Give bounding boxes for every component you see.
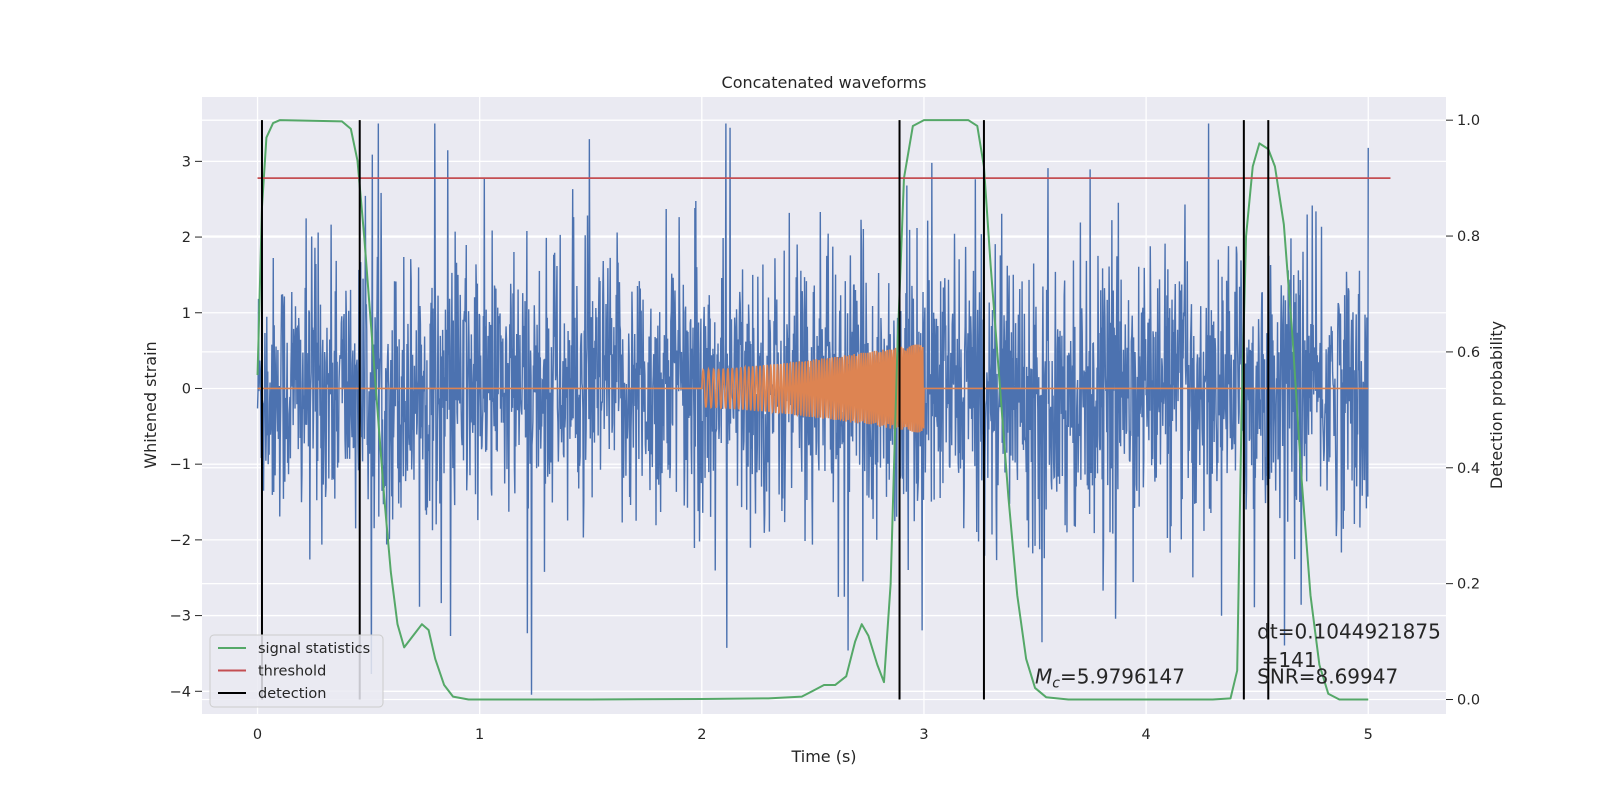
y-tick-label: 0 — [182, 381, 191, 397]
y2-axis-label: Detection probability — [1487, 321, 1506, 489]
data-layer — [256, 119, 1391, 701]
y2-tick-label: 0.4 — [1457, 461, 1480, 477]
axes: 0 1 2 3 4 5 −4 −3 −2 −1 0 1 2 3 0.0 0.2 0.4 0.6 0.8 1.0 — [170, 113, 1480, 743]
y2-tick-label: 0.6 — [1457, 345, 1480, 361]
chart-title: Concatenated waveforms — [722, 73, 927, 92]
y-tick-label: 3 — [182, 154, 191, 170]
series-template — [257, 344, 1369, 433]
x-tick-label: 1 — [475, 727, 484, 743]
y-tick-label: −2 — [170, 533, 191, 549]
annotation-dt: dt=0.1044921875 — [1257, 619, 1441, 643]
legend-label-detection: detection — [258, 686, 326, 702]
y2-tick-label: 0.0 — [1457, 693, 1480, 709]
y-tick-label: 1 — [182, 306, 191, 322]
x-tick-label: 5 — [1364, 727, 1373, 743]
y-axis-label: Whitened strain — [141, 341, 160, 468]
annotation-snr: SNR=8.69947 — [1257, 665, 1398, 689]
annotation-mc: Mc=5.9796147 — [1035, 665, 1185, 692]
x-tick-label: 0 — [253, 727, 262, 743]
y2-tick-label: 0.2 — [1457, 577, 1480, 593]
legend-label-threshold: threshold — [258, 664, 326, 680]
legend: signal statistics threshold detection — [209, 634, 384, 708]
annotations: Mc=5.9796147 dt=0.1044921875 =141SNR=8.699… — [1035, 619, 1441, 691]
x-tick-label: 2 — [697, 727, 706, 743]
annotation-n: =141 — [1262, 648, 1317, 672]
x-tick-label: 4 — [1141, 727, 1150, 743]
y-tick-label: 2 — [182, 230, 191, 246]
x-tick-label: 3 — [919, 727, 928, 743]
legend-label-signal_statistics: signal statistics — [258, 641, 370, 657]
y-tick-label: −4 — [170, 684, 191, 700]
y-tick-label: −1 — [170, 457, 191, 473]
y-tick-label: −3 — [170, 609, 191, 625]
y2-tick-label: 0.8 — [1457, 229, 1480, 245]
legend-box — [209, 634, 384, 708]
y2-tick-label: 1.0 — [1457, 113, 1480, 129]
x-axis-label: Time (s) — [790, 747, 856, 766]
